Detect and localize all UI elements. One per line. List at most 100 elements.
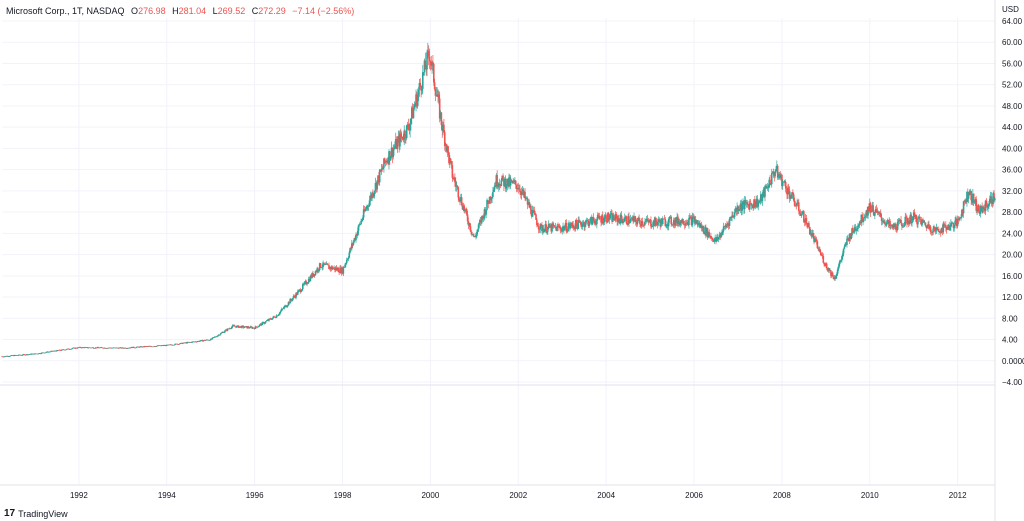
candle <box>339 265 341 273</box>
candle <box>84 346 86 349</box>
candle-body <box>848 233 851 241</box>
candle-body <box>812 232 814 237</box>
candle <box>566 229 569 234</box>
candle-body <box>752 205 754 209</box>
candle-body <box>765 186 767 189</box>
y-tick-label: −4.00 <box>1002 378 1023 387</box>
candle <box>430 55 433 70</box>
candle-body <box>808 226 811 235</box>
candle <box>896 218 899 232</box>
candle-body <box>895 223 897 230</box>
candle-body <box>855 229 858 231</box>
candle-body <box>791 192 793 199</box>
candle <box>360 218 362 225</box>
candle <box>639 224 642 229</box>
candle <box>560 227 563 233</box>
candle <box>879 211 881 217</box>
candle-body <box>527 202 530 205</box>
candle-body <box>699 224 702 228</box>
candle-body <box>460 197 463 206</box>
candle <box>847 234 849 240</box>
candle-body <box>897 220 900 222</box>
candle <box>138 346 140 348</box>
candle <box>609 210 612 220</box>
tradingview-watermark[interactable]: 17 TradingView <box>4 508 68 519</box>
candle-body <box>456 185 459 188</box>
candle <box>939 229 942 237</box>
candle <box>830 270 832 279</box>
candle <box>917 216 919 229</box>
candle-body <box>664 219 667 227</box>
candle <box>775 166 777 174</box>
candle <box>958 216 961 222</box>
candle <box>259 323 262 326</box>
candle <box>133 346 135 348</box>
candle <box>128 347 131 349</box>
y-tick-label: 20.00 <box>1002 251 1023 260</box>
candle <box>417 86 420 101</box>
candle-body <box>69 349 72 350</box>
candle-body <box>189 342 192 343</box>
candle-body <box>965 200 967 203</box>
candle-body <box>701 226 704 229</box>
candle <box>806 222 809 229</box>
candle-body <box>232 325 235 326</box>
candle <box>774 169 776 179</box>
candle <box>813 233 815 245</box>
candle <box>246 326 248 329</box>
candle-body <box>484 209 487 215</box>
candle-body <box>84 347 86 348</box>
candle <box>759 191 762 205</box>
candle <box>13 354 15 357</box>
candle <box>767 184 770 193</box>
candle-body <box>984 200 987 212</box>
candle <box>63 349 66 351</box>
candle <box>52 350 55 352</box>
candle-body <box>599 218 602 220</box>
candle <box>760 193 763 204</box>
candle-body <box>284 305 286 307</box>
symbol-name[interactable]: Microsoft Corp., 1T, NASDAQ <box>6 6 125 16</box>
candle-body <box>303 282 306 285</box>
candle <box>444 142 447 153</box>
candle <box>656 218 659 229</box>
candle-body <box>988 198 991 204</box>
candle <box>639 217 641 227</box>
currency-label[interactable]: USD <box>1002 5 1019 14</box>
candle-body <box>940 228 943 234</box>
candle-body <box>340 267 343 274</box>
candle-body <box>74 347 77 349</box>
candle <box>885 223 887 226</box>
candle-body <box>782 181 785 183</box>
candle <box>470 226 472 235</box>
candle <box>957 216 960 225</box>
candle-body <box>860 214 863 224</box>
candle <box>285 304 288 308</box>
candle <box>530 209 533 219</box>
candle-body <box>885 223 887 226</box>
candle <box>829 268 831 272</box>
candle-body <box>555 227 558 232</box>
candle <box>46 351 49 353</box>
candle-body <box>161 345 164 346</box>
candle-body <box>443 132 446 146</box>
candle <box>710 236 713 241</box>
candle-body <box>71 348 73 350</box>
candle-body <box>795 205 798 206</box>
candle <box>661 218 663 225</box>
candle <box>345 262 347 268</box>
candle-body <box>867 206 869 216</box>
candle <box>280 307 283 312</box>
candle <box>87 347 89 349</box>
candle <box>299 287 302 294</box>
candle-body <box>797 202 799 204</box>
candle-body <box>825 263 828 269</box>
candle-body <box>723 226 726 227</box>
candle-body <box>19 355 22 356</box>
candle-body <box>876 210 879 213</box>
candle-body <box>822 256 825 263</box>
candle-body <box>746 202 749 205</box>
candle <box>972 188 974 206</box>
candle <box>235 326 237 329</box>
